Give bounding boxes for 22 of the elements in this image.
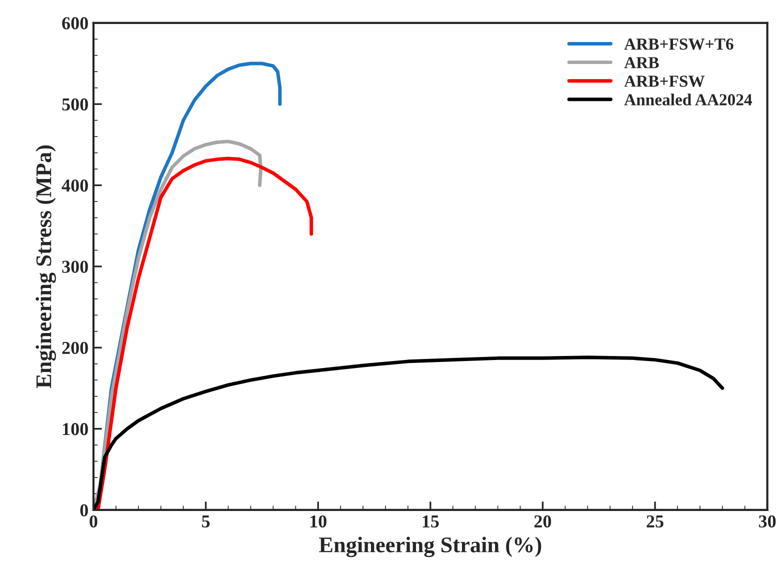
legend-label: Annealed AA2024 (624, 94, 752, 106)
x-tick-label: 10 (310, 515, 326, 528)
y-tick-label: 300 (62, 260, 88, 273)
x-tick-label: 25 (646, 515, 664, 528)
x-axis-title: Engineering Strain (%) (319, 536, 542, 558)
line-series (96, 156, 314, 510)
y-tick-label: 200 (62, 342, 88, 354)
x-tick-label: 5 (202, 516, 210, 528)
x-tick-label: 20 (534, 515, 552, 528)
y-tick-label: 100 (62, 423, 88, 436)
legend-label: ARB (624, 57, 659, 68)
x-tick-label: 15 (422, 515, 439, 528)
y-tick-label: 600 (62, 17, 88, 30)
y-tick-label: 500 (62, 98, 88, 111)
legend-label: ARB+FSW+T6 (624, 38, 734, 50)
line-series (93, 356, 724, 510)
x-tick-label: 0 (90, 515, 98, 528)
x-tick-label: 30 (758, 515, 776, 528)
y-tick-label: 400 (62, 180, 88, 192)
y-axis-title: Engineering Stress (MPa) (36, 145, 56, 388)
y-tick-label: 0 (80, 504, 88, 516)
legend-label: ARB+FSW (624, 76, 705, 87)
